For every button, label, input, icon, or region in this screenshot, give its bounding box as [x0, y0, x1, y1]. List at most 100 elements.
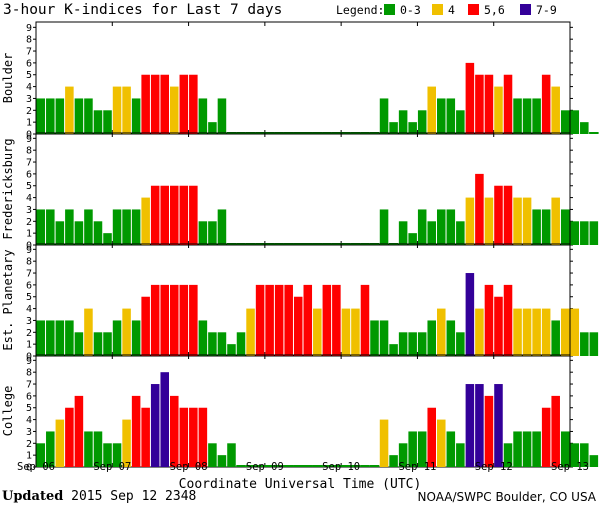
k-bar: [551, 395, 560, 467]
chart-title: 3-hour K-indices for Last 7 days: [3, 2, 282, 18]
k-bar: [475, 173, 484, 245]
k-bar: [389, 122, 398, 134]
k-bar: [503, 443, 513, 467]
k-bar: [189, 407, 198, 467]
k-bar: [456, 221, 465, 245]
k-bar: [179, 407, 189, 467]
legend-swatch-4: [520, 4, 531, 15]
y-tick-label: 7: [26, 158, 32, 169]
k-bar: [541, 209, 551, 245]
k-bar: [284, 284, 293, 356]
source-credit: NOAA/SWPC Boulder, CO USA: [417, 490, 596, 504]
k-bar: [560, 209, 570, 245]
y-tick-label: 0: [26, 130, 32, 141]
k-bar: [313, 308, 322, 356]
y-tick-label: 3: [26, 205, 32, 216]
y-tick-label: 2: [26, 106, 32, 117]
k-bar: [122, 419, 131, 467]
y-tick-label: 0: [26, 352, 32, 363]
k-bar: [208, 332, 217, 356]
k-bar: [112, 443, 122, 467]
k-bar: [74, 395, 84, 467]
y-tick-label: 9: [26, 23, 32, 34]
k-bar: [65, 86, 74, 134]
k-bar: [198, 407, 208, 467]
k-bar: [522, 431, 532, 467]
k-bar: [36, 98, 46, 134]
station-label: Fredericksburg: [1, 138, 15, 239]
k-bar: [170, 185, 179, 245]
k-bar: [93, 110, 103, 134]
k-bar: [227, 443, 236, 467]
k-bar: [446, 320, 456, 356]
k-bar: [494, 185, 503, 245]
x-tick-label: Sep 10: [322, 461, 360, 473]
y-tick-label: 8: [26, 146, 32, 157]
k-bar: [513, 308, 522, 356]
x-tick-label: Sep 12: [475, 461, 513, 473]
x-tick-label: Sep 08: [170, 461, 208, 473]
k-bar: [408, 332, 417, 356]
y-tick-label: 2: [26, 439, 32, 450]
k-bar-baseline: [303, 465, 313, 467]
y-tick-label: 7: [26, 380, 32, 391]
y-tick-label: 6: [26, 391, 32, 402]
k-bar: [265, 284, 274, 356]
k-bar: [408, 431, 417, 467]
k-bar: [541, 74, 551, 134]
panels: 0123456789Boulder0123456789Fredericksbur…: [1, 21, 599, 474]
k-bar: [513, 98, 522, 134]
k-bar: [303, 284, 313, 356]
y-tick-label: 9: [26, 356, 32, 367]
y-tick-label: 5: [26, 181, 32, 192]
k-bar: [580, 122, 589, 134]
k-bar: [160, 372, 169, 467]
k-bar: [484, 395, 494, 467]
k-bar: [427, 221, 436, 245]
k-bar: [522, 197, 532, 245]
updated-stamp: Updated 2015 Sep 12 2348: [2, 489, 196, 504]
k-bar: [503, 74, 513, 134]
k-bar: [103, 443, 112, 467]
k-bar: [160, 284, 169, 356]
k-bar: [475, 74, 484, 134]
k-bar: [437, 419, 446, 467]
k-bar: [65, 407, 74, 467]
x-axis-label: Coordinate Universal Time (UTC): [179, 477, 422, 492]
k-bar: [236, 332, 246, 356]
k-bar: [465, 273, 475, 356]
k-bar: [417, 431, 427, 467]
k-bar: [170, 86, 179, 134]
y-tick-label: 8: [26, 35, 32, 46]
k-bar: [131, 98, 141, 134]
k-bar: [93, 221, 103, 245]
x-tick-label: Sep 11: [398, 461, 436, 473]
k-bar: [179, 185, 189, 245]
k-bar: [189, 74, 198, 134]
y-tick-label: 4: [26, 415, 32, 426]
k-bar-baseline: [589, 132, 599, 134]
k-bar: [150, 384, 160, 467]
k-bar: [112, 320, 122, 356]
y-tick-label: 1: [26, 451, 32, 462]
k-bar: [560, 431, 570, 467]
x-tick-label: Sep 09: [246, 461, 284, 473]
k-bar: [456, 110, 465, 134]
k-bar: [570, 110, 580, 134]
k-bar: [427, 407, 436, 467]
k-bar: [141, 74, 150, 134]
k-bar: [103, 110, 112, 134]
k-bar: [65, 320, 74, 356]
y-tick-label: 3: [26, 94, 32, 105]
k-bar: [55, 320, 65, 356]
k-bar: [551, 197, 560, 245]
k-bar: [74, 98, 84, 134]
panel-frame: [35, 243, 571, 357]
k-bar: [398, 332, 408, 356]
k-bar-baseline: [236, 465, 246, 467]
x-tick-label: Sep 07: [93, 461, 131, 473]
k-bar: [417, 110, 427, 134]
y-tick-label: 4: [26, 193, 32, 204]
k-bar: [589, 221, 599, 245]
